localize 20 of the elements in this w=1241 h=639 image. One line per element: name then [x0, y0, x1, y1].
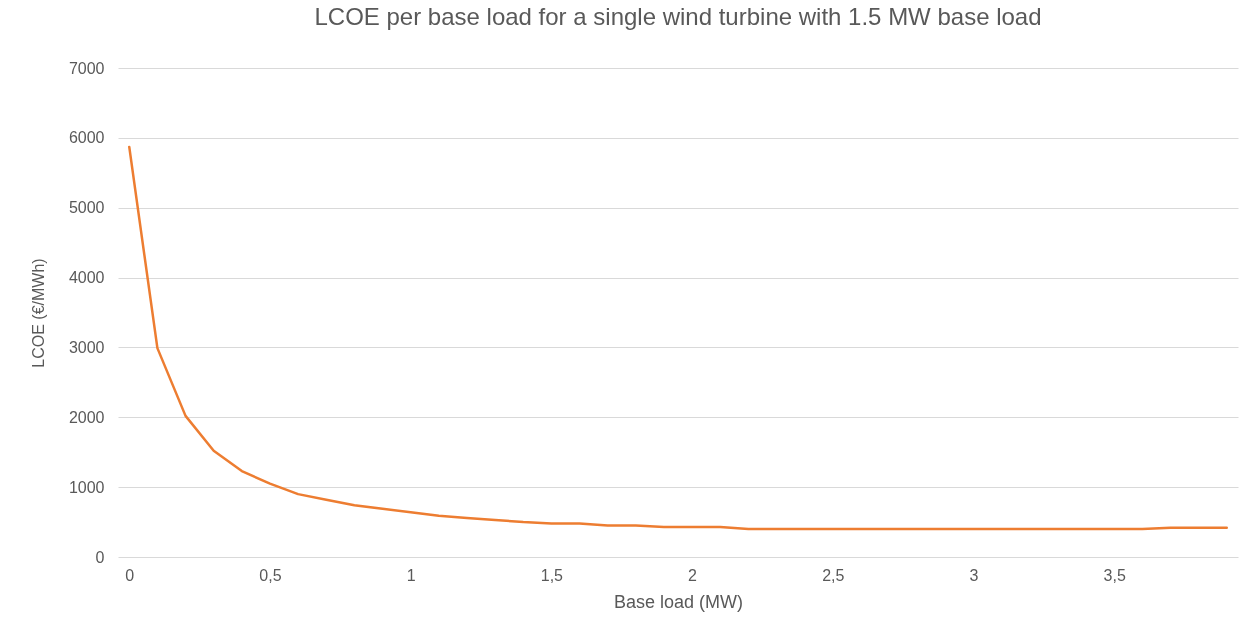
y-tick-label: 7000 — [68, 59, 105, 77]
chart-title: LCOE per base load for a single wind turbine with 1.5 MW base load — [314, 3, 1042, 30]
x-tick-label: 0 — [125, 566, 135, 584]
y-tick-label: 0 — [95, 548, 105, 566]
x-tick-label: 3,5 — [1103, 566, 1126, 584]
x-tick-label: 0,5 — [259, 566, 282, 584]
x-tick-label: 2 — [688, 566, 698, 584]
y-axis-title: LCOE (€/MWh) — [29, 258, 47, 368]
y-tick-label: 5000 — [68, 199, 105, 217]
line-series — [128, 145, 1228, 531]
x-tick-label: 3 — [969, 566, 979, 584]
y-tick-label: 1000 — [68, 478, 105, 496]
y-tick-label: 4000 — [68, 269, 105, 287]
x-axis-title: Base load (MW) — [613, 591, 744, 612]
x-tick-label: 2,5 — [822, 566, 845, 584]
y-tick-label: 3000 — [68, 338, 105, 356]
x-tick-label: 1 — [406, 566, 416, 584]
x-tick-label: 1,5 — [540, 566, 564, 584]
y-tick-label: 6000 — [68, 129, 105, 147]
y-tick-label: 2000 — [68, 408, 105, 426]
